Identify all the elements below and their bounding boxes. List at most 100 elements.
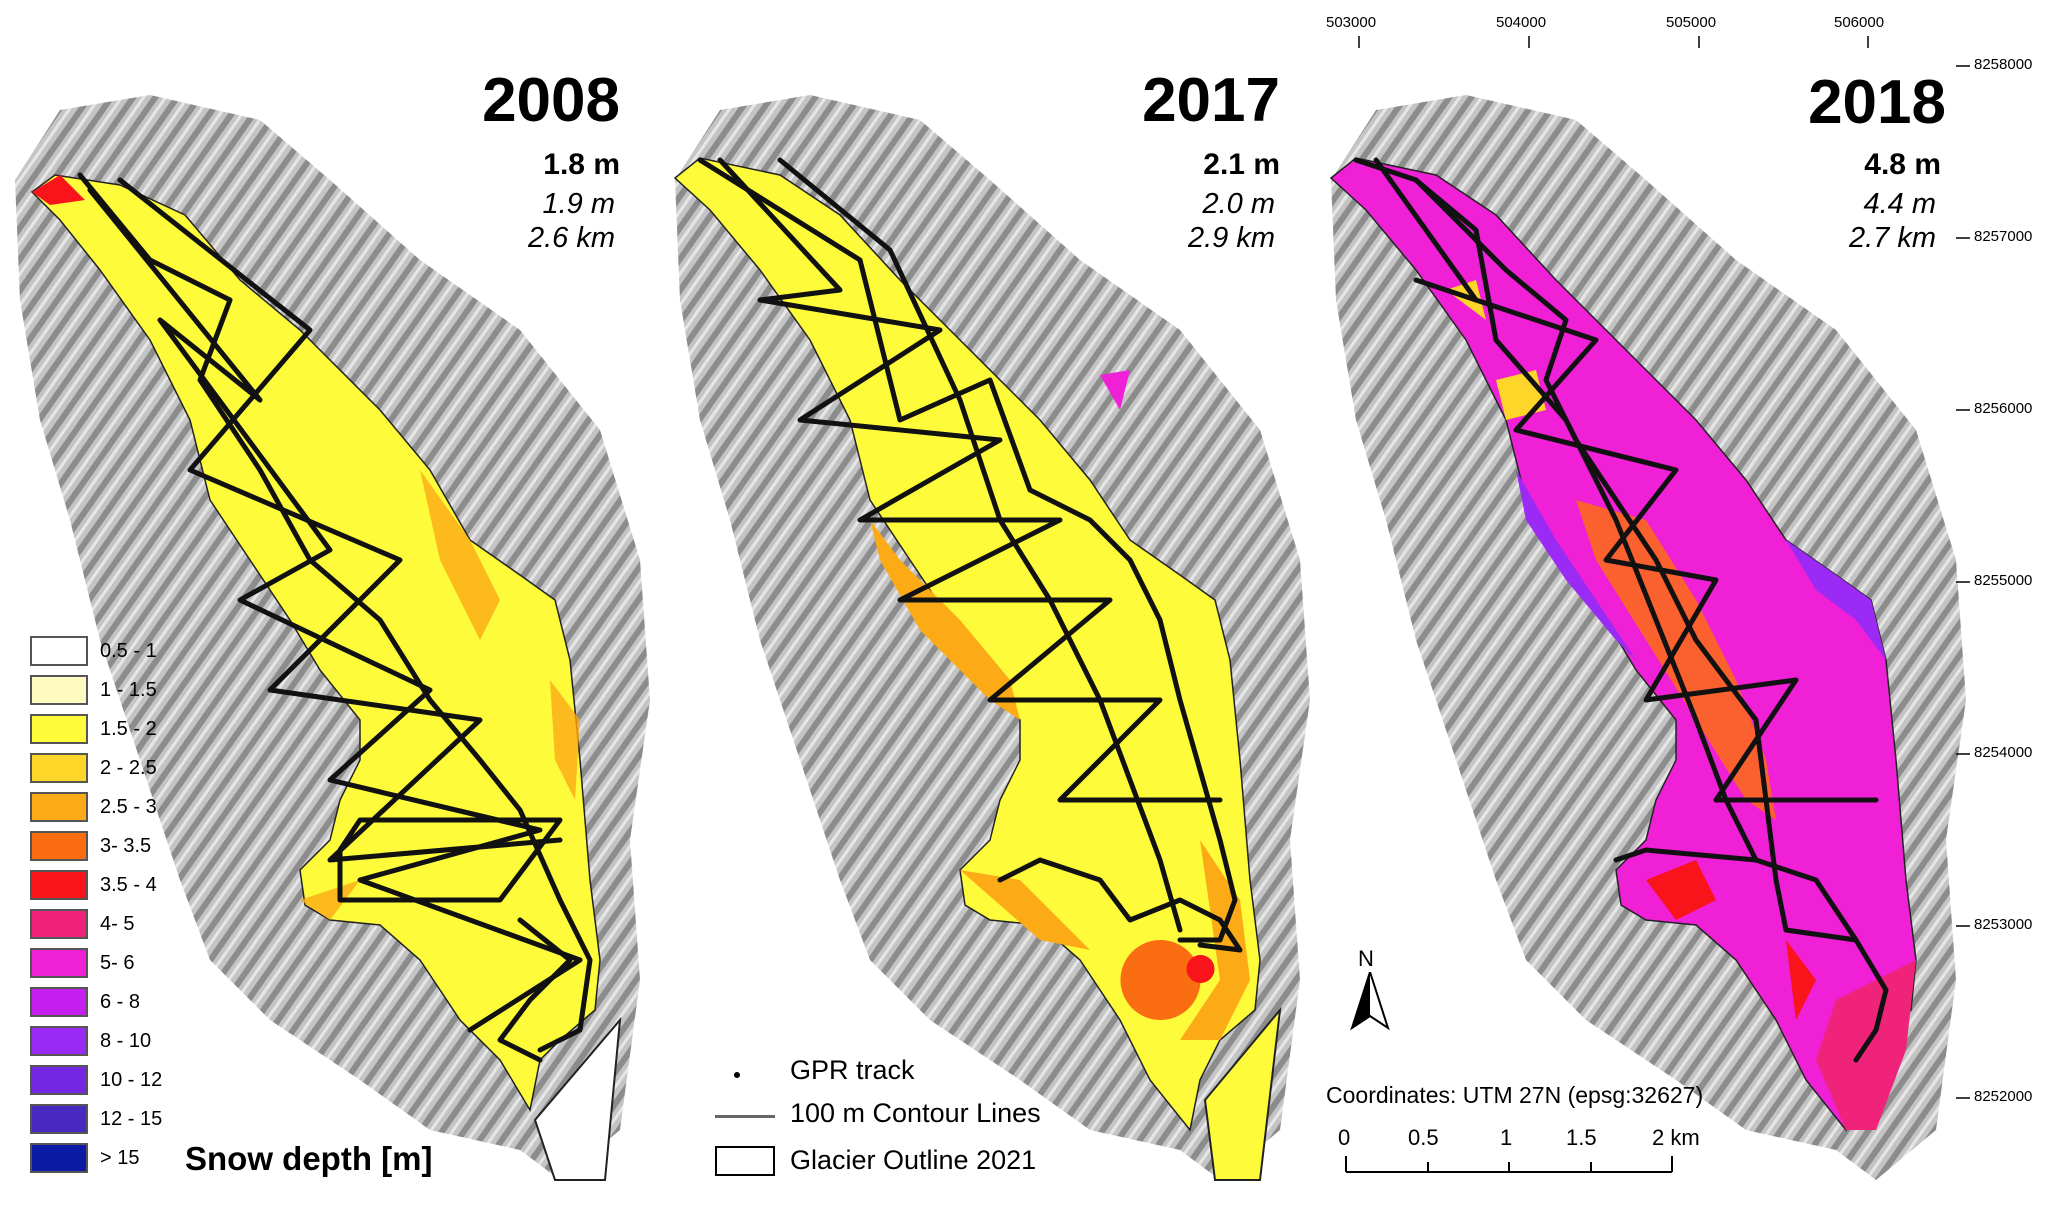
contour-lines-legend-symbol	[715, 1115, 775, 1118]
easting-tick-label: 506000	[1834, 14, 1885, 31]
easting-tick-label: 503000	[1326, 14, 1377, 31]
glacier-outline-2021	[1203, 1006, 1282, 1181]
snow-depth-hotspot	[1100, 370, 1130, 410]
map-2017	[673, 95, 1310, 1181]
gpr-track-2008	[77, 172, 593, 1063]
legend-swatch	[30, 948, 88, 978]
panel-year: 2018	[1808, 68, 1946, 137]
map-panel-2017: 2017 2.1 m 2.0 m 2.9 km GPR track 100 m …	[660, 0, 1316, 1210]
glacier-outline-legend-label: Glacier Outline 2021	[790, 1145, 1037, 1175]
map-panel-2018: 2018 4.8 m 4.4 m 2.7 km 503000 504000 50…	[1316, 0, 2067, 1210]
legend-class: 4- 5	[30, 909, 230, 943]
legend-class: 6 - 8	[30, 987, 230, 1021]
legend-label: 3.5 - 4	[100, 874, 157, 896]
legend-swatch	[30, 792, 88, 822]
legend-label: 5- 6	[100, 952, 135, 974]
legend-class: 3- 3.5	[30, 831, 230, 865]
snow-depth-red-patches	[1646, 860, 1816, 1020]
scale-bar-label: 1.5	[1566, 1125, 1597, 1150]
legend-swatch	[30, 831, 88, 861]
panel-mean-depth: 4.8 m	[1864, 148, 1941, 181]
snow-depth-legend-title: Snow depth [m]	[185, 1140, 433, 1177]
legend-swatch	[30, 714, 88, 744]
legend-label: 2.5 - 3	[100, 796, 157, 818]
legend-swatch	[30, 636, 88, 666]
legend-label: 1 - 1.5	[100, 679, 157, 701]
legend-class: 3.5 - 4	[30, 870, 230, 904]
northing-tick-label: 8257000	[1974, 228, 2033, 245]
map-2008	[15, 95, 650, 1181]
legend-label: 2 - 2.5	[100, 757, 157, 779]
legend-class: 1.5 - 2	[30, 714, 230, 748]
legend-label: 8 - 10	[100, 1030, 152, 1052]
gpr-track-legend-label: GPR track	[790, 1055, 915, 1085]
legend-label: > 15	[100, 1147, 140, 1169]
panel-track-length: 2.7 km	[1848, 222, 1936, 254]
northing-ticks	[1956, 65, 1970, 1099]
legend-swatch	[30, 1104, 88, 1134]
easting-tick-label: 505000	[1666, 14, 1717, 31]
scale-bar-label: 1	[1500, 1125, 1513, 1150]
legend-class: > 15	[30, 1143, 230, 1177]
legend-swatch	[30, 909, 88, 939]
legend-swatch	[30, 1065, 88, 1095]
northing-tick-label: 8255000	[1974, 572, 2033, 589]
legend-swatch	[30, 987, 88, 1017]
snow-depth-hotspot	[1120, 940, 1201, 1020]
glacier-outline-legend-symbol	[715, 1146, 775, 1176]
gpr-track-legend-symbol	[734, 1072, 740, 1078]
snow-depth-yellow-patches	[1446, 280, 1546, 420]
legend-label: 10 - 12	[100, 1069, 163, 1091]
northing-tick-label: 8256000	[1974, 400, 2033, 417]
easting-tick-label: 504000	[1496, 14, 1547, 31]
easting-ticks	[1358, 36, 1869, 48]
panel-median-depth: 1.9 m	[542, 188, 615, 220]
legend-class: 5- 6	[30, 948, 230, 982]
snow-depth-hotspot	[32, 175, 85, 205]
panel-year: 2017	[1142, 66, 1280, 135]
gpr-track-2018	[1353, 157, 1889, 1063]
panel-mean-depth: 2.1 m	[1203, 148, 1280, 181]
legend-class: 10 - 12	[30, 1065, 230, 1099]
scale-bar	[1345, 1156, 1673, 1173]
legend-class: 8 - 10	[30, 1026, 230, 1060]
contour-lines-legend-label: 100 m Contour Lines	[790, 1098, 1041, 1128]
legend-swatch	[30, 1026, 88, 1056]
snow-depth-purple-margin	[1516, 470, 1886, 660]
panel-track-length: 2.6 km	[527, 222, 615, 254]
panel-median-depth: 2.0 m	[1202, 188, 1275, 220]
panel-year: 2008	[482, 66, 620, 135]
legend-class: 0.5 - 1	[30, 636, 230, 670]
scale-bar-label: 2 km	[1652, 1125, 1700, 1150]
north-arrow-label: N	[1358, 946, 1374, 971]
scale-bar-label: 0	[1338, 1125, 1351, 1150]
map-panel-2008: 2008 1.8 m 1.9 m 2.6 km 0.5 - 1 1 - 1.5 …	[0, 0, 660, 1210]
snow-depth-hotspot	[1186, 955, 1215, 983]
legend-swatch	[30, 1143, 88, 1173]
legend-swatch	[30, 753, 88, 783]
legend-label: 12 - 15	[100, 1108, 163, 1130]
panel-track-length: 2.9 km	[1187, 222, 1275, 254]
scale-bar-label: 0.5	[1408, 1125, 1439, 1150]
snow-depth-deep-patches	[300, 470, 580, 920]
northing-tick-label: 8252000	[1974, 1088, 2033, 1105]
legend-label: 6 - 8	[100, 991, 141, 1013]
coordinate-system-note: Coordinates: UTM 27N (epsg:32627)	[1326, 1082, 1704, 1108]
map-2018	[1329, 95, 1966, 1180]
northing-tick-label: 8254000	[1974, 744, 2033, 761]
legend-class: 1 - 1.5	[30, 675, 230, 709]
legend-label: 3- 3.5	[100, 835, 152, 857]
legend-class: 2.5 - 3	[30, 792, 230, 826]
northing-tick-label: 8258000	[1974, 56, 2033, 73]
snow-depth-margin	[870, 520, 1250, 1040]
legend-swatch	[30, 675, 88, 705]
north-arrow-icon	[1350, 972, 1390, 1031]
legend-class: 2 - 2.5	[30, 753, 230, 787]
legend-label: 1.5 - 2	[100, 718, 157, 740]
legend-class: 12 - 15	[30, 1104, 230, 1138]
legend-label: 0.5 - 1	[100, 640, 157, 662]
legend-label: 4- 5	[100, 913, 135, 935]
legend-swatch	[30, 870, 88, 900]
panel-mean-depth: 1.8 m	[543, 148, 620, 181]
northing-tick-label: 8253000	[1974, 916, 2033, 933]
